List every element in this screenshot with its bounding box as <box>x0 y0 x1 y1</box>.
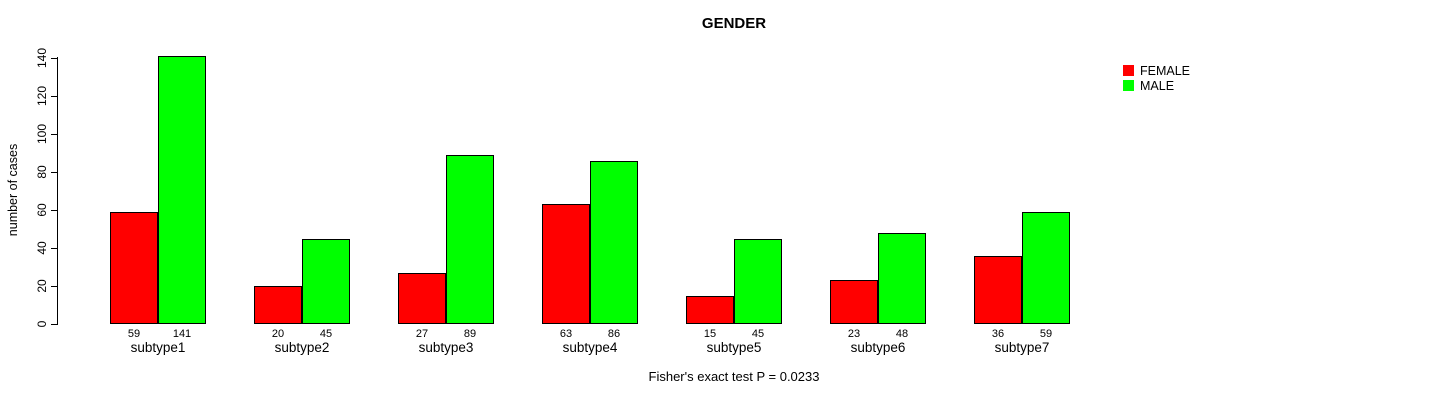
y-tick-label: 140 <box>35 47 49 69</box>
value-label-male-subtype4: 86 <box>607 328 621 340</box>
y-tick-label: 80 <box>35 165 49 179</box>
legend-label-male: MALE <box>1140 78 1175 93</box>
bar-male-subtype5 <box>734 238 782 324</box>
category-label-subtype3: subtype3 <box>418 340 474 355</box>
annotation-text: Fisher's exact test P = 0.0233 <box>648 369 820 384</box>
value-label-female-subtype1: 59 <box>127 328 141 340</box>
value-label-male-subtype2: 45 <box>319 328 333 340</box>
y-tick <box>51 324 58 325</box>
y-tick-label: 100 <box>35 123 49 145</box>
value-label-male-subtype7: 59 <box>1039 328 1053 340</box>
value-label-female-subtype2: 20 <box>271 328 285 340</box>
bar-female-subtype2 <box>254 286 302 324</box>
category-label-subtype2: subtype2 <box>274 340 330 355</box>
chart-title: GENDER <box>701 15 767 32</box>
bar-male-subtype7 <box>1022 211 1070 324</box>
value-label-female-subtype7: 36 <box>991 328 1005 340</box>
y-tick <box>51 248 58 249</box>
legend-swatch-male <box>1123 80 1134 91</box>
bar-male-subtype1 <box>158 56 206 324</box>
category-label-subtype4: subtype4 <box>562 340 618 355</box>
bar-male-subtype2 <box>302 238 350 324</box>
value-label-female-subtype6: 23 <box>847 328 861 340</box>
value-label-male-subtype3: 89 <box>463 328 477 340</box>
y-tick-label: 0 <box>35 320 49 328</box>
legend-swatch-female <box>1123 65 1134 76</box>
y-tick-label: 60 <box>35 203 49 217</box>
y-tick <box>51 286 58 287</box>
value-label-male-subtype1: 141 <box>172 328 192 340</box>
y-axis-line <box>57 57 58 325</box>
y-tick <box>51 96 58 97</box>
bar-female-subtype6 <box>830 280 878 324</box>
y-tick <box>51 134 58 135</box>
bar-female-subtype5 <box>686 295 734 324</box>
legend: FEMALE MALE <box>1123 63 1190 93</box>
legend-label-female: FEMALE <box>1140 63 1191 78</box>
y-tick-label: 120 <box>35 85 49 107</box>
legend-item-male: MALE <box>1123 78 1190 93</box>
category-label-subtype1: subtype1 <box>130 340 186 355</box>
bar-male-subtype3 <box>446 154 494 324</box>
value-label-male-subtype5: 45 <box>751 328 765 340</box>
value-label-female-subtype5: 15 <box>703 328 717 340</box>
value-label-male-subtype6: 48 <box>895 328 909 340</box>
value-label-female-subtype4: 63 <box>559 328 573 340</box>
bar-male-subtype6 <box>878 232 926 324</box>
legend-item-female: FEMALE <box>1123 63 1190 78</box>
y-tick <box>51 210 58 211</box>
category-label-subtype7: subtype7 <box>994 340 1050 355</box>
y-tick <box>51 172 58 173</box>
y-tick <box>51 58 58 59</box>
category-label-subtype6: subtype6 <box>850 340 906 355</box>
y-tick-label: 40 <box>35 241 49 255</box>
category-label-subtype5: subtype5 <box>706 340 762 355</box>
bar-female-subtype3 <box>398 272 446 324</box>
y-axis-label: number of cases <box>6 143 20 237</box>
y-tick-label: 20 <box>35 279 49 293</box>
bar-female-subtype1 <box>110 211 158 324</box>
value-label-female-subtype3: 27 <box>415 328 429 340</box>
bar-male-subtype4 <box>590 160 638 324</box>
bar-female-subtype7 <box>974 255 1022 324</box>
bar-female-subtype4 <box>542 204 590 324</box>
